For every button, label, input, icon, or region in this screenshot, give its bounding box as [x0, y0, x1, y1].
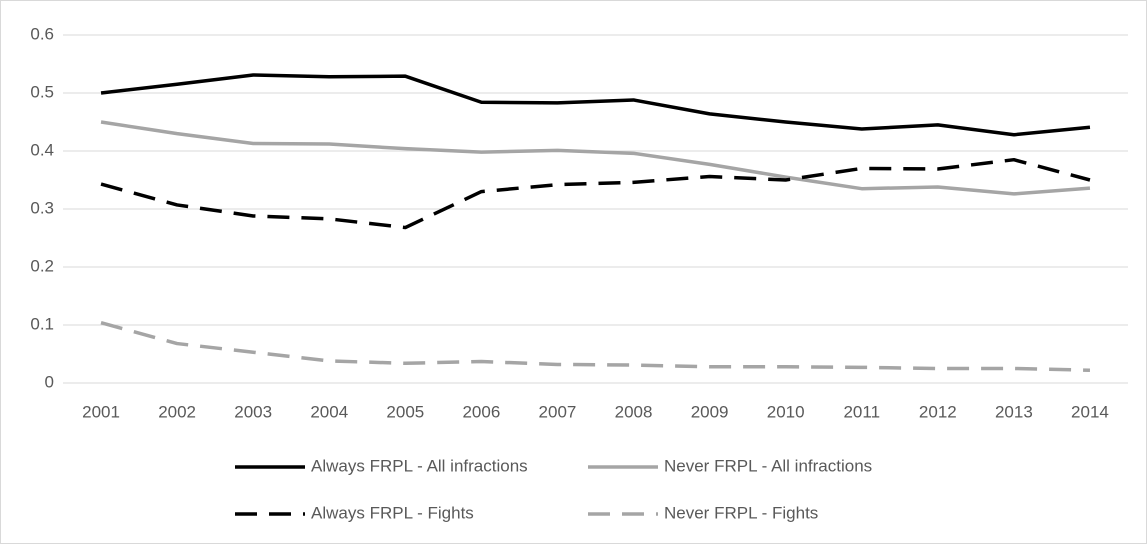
- y-tick-label: 0.3: [30, 198, 54, 217]
- y-tick-label: 0.4: [30, 140, 54, 159]
- legend-label: Always FRPL - Fights: [311, 503, 474, 522]
- legend-label: Never FRPL - All infractions: [664, 456, 872, 475]
- x-tick-label: 2004: [310, 402, 348, 421]
- x-tick-label: 2006: [462, 402, 500, 421]
- series-line: [100, 120, 1091, 196]
- series-line: [100, 73, 1091, 137]
- y-tick-label: 0.6: [30, 24, 54, 43]
- x-tick-label: 2010: [767, 402, 805, 421]
- x-tick-label: 2002: [158, 402, 196, 421]
- x-tick-label: 2014: [1071, 402, 1109, 421]
- legend-label: Never FRPL - Fights: [664, 503, 818, 522]
- x-tick-label: 2011: [843, 402, 880, 421]
- y-tick-label: 0: [45, 372, 54, 391]
- x-tick-label: 2001: [82, 402, 120, 421]
- x-tick-label: 2013: [995, 402, 1033, 421]
- y-tick-label: 0.2: [30, 256, 54, 275]
- x-tick-label: 2008: [615, 402, 653, 421]
- series-line: [100, 157, 1091, 230]
- y-tick-label: 0.5: [30, 82, 54, 101]
- x-tick-label: 2009: [691, 402, 729, 421]
- y-tick-label: 0.1: [30, 314, 54, 333]
- legend-label: Always FRPL - All infractions: [311, 456, 528, 475]
- x-tick-label: 2012: [919, 402, 957, 421]
- x-tick-label: 2003: [234, 402, 272, 421]
- series-line: [100, 320, 1091, 372]
- x-tick-label: 2005: [386, 402, 424, 421]
- x-tick-label: 2007: [539, 402, 577, 421]
